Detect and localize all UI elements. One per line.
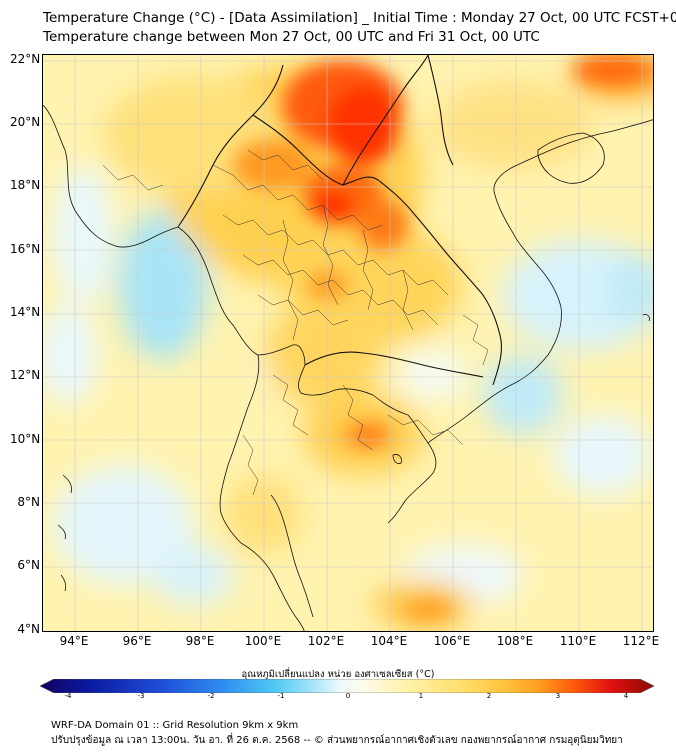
lat-label: 8°N (17, 495, 40, 509)
colorbar-tick: 0 (345, 692, 351, 700)
lon-label: 110°E (559, 634, 597, 648)
lat-label: 18°N (10, 178, 41, 192)
lat-label: 10°N (10, 432, 41, 446)
colorbar-tick: -3 (137, 692, 145, 700)
lat-label: 16°N (10, 242, 41, 256)
lat-label: 14°N (10, 305, 41, 319)
lat-label: 12°N (10, 368, 41, 382)
colorbar-tick: 4 (623, 692, 629, 700)
lat-label: 4°N (17, 622, 40, 636)
coastlines (43, 104, 653, 631)
map-subtitle: Temperature change between Mon 27 Oct, 0… (43, 29, 540, 45)
colorbar-tick: -2 (207, 692, 215, 700)
lon-label: 94°E (59, 634, 89, 648)
lon-label: 96°E (122, 634, 152, 648)
map-canvas (43, 55, 653, 631)
graticule (43, 55, 653, 631)
update-credit: ปรับปรุงข้อมูล ณ เวลา 13:00น. วัน อา. ที… (51, 735, 623, 746)
map-title: Temperature Change (°C) - [Data Assimila… (43, 10, 676, 26)
colorbar-tick: 1 (418, 692, 424, 700)
field-hotspots-layer (233, 55, 653, 620)
lon-label: 98°E (185, 634, 215, 648)
lon-label: 108°E (496, 634, 534, 648)
lat-label: 22°N (10, 52, 41, 66)
temperature-change-map[interactable] (42, 54, 654, 632)
colorbar-tick: -1 (277, 692, 285, 700)
lon-label: 100°E (244, 634, 282, 648)
lon-label: 104°E (370, 634, 408, 648)
colorbar-tick: 3 (555, 692, 561, 700)
model-info: WRF-DA Domain 01 :: Grid Resolution 9km … (51, 720, 299, 731)
country-borders (177, 55, 502, 386)
lat-label: 6°N (17, 558, 40, 572)
colorbar-title: อุณหภูมิเปลี่ยนแปลง หน่วย องศาเซลเซียส (… (241, 669, 435, 680)
lat-label: 20°N (10, 115, 41, 129)
lon-label: 112°E (622, 634, 660, 648)
colorbar-tick: -4 (64, 692, 72, 700)
province-borders (102, 149, 489, 496)
colorbar-ramp (40, 679, 654, 693)
lon-label: 106°E (433, 634, 471, 648)
colorbar (40, 679, 654, 693)
lon-label: 102°E (307, 634, 345, 648)
colorbar-tick: 2 (486, 692, 492, 700)
